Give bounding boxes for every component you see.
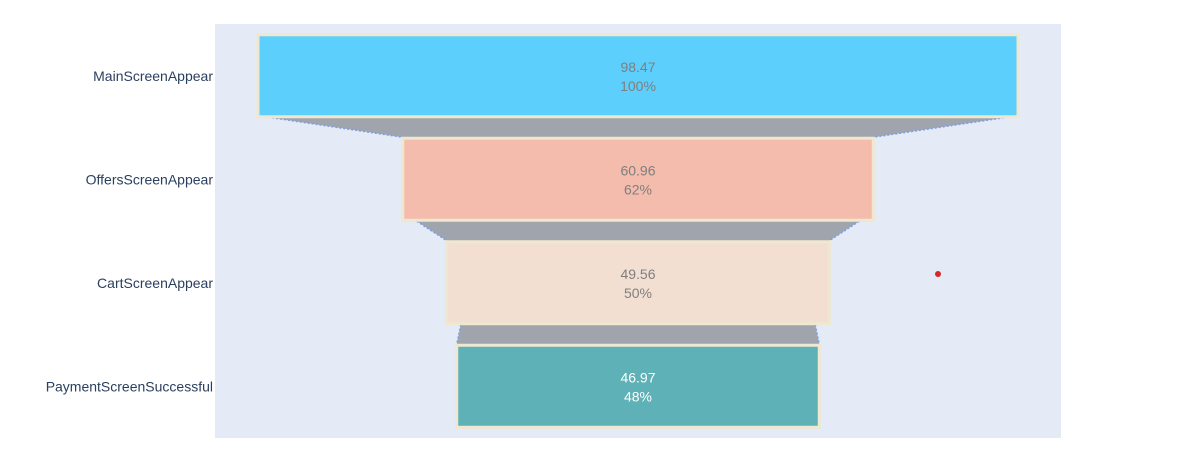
funnel-connector — [272, 117, 1004, 138]
funnel-connector-edge — [456, 324, 462, 345]
funnel-connector — [416, 221, 860, 241]
funnel-value-label: 60.96 — [620, 162, 655, 178]
funnel-bar-paymentscreensuccessful[interactable] — [455, 343, 821, 429]
funnel-percent-label: 100% — [620, 78, 656, 94]
y-axis-tick-label: OffersScreenAppear — [86, 171, 214, 187]
funnel-value-label: 98.47 — [620, 59, 655, 75]
funnel-bar-offersscreenappear[interactable] — [401, 136, 875, 222]
funnel-percent-label: 50% — [624, 285, 652, 301]
funnel-connector-edge — [814, 324, 820, 345]
funnel-percent-label: 62% — [624, 181, 652, 197]
y-axis-tick-label: CartScreenAppear — [97, 275, 213, 291]
funnel-percent-label: 48% — [624, 388, 652, 404]
funnel-value-label: 49.56 — [620, 266, 655, 282]
funnel-connector-edge — [416, 220, 448, 242]
red-marker-point — [935, 271, 941, 277]
y-axis-tick-label: MainScreenAppear — [93, 68, 213, 84]
funnel-connector — [456, 324, 820, 345]
funnel-connector-edge — [828, 220, 860, 242]
funnel-value-label: 46.97 — [620, 369, 655, 385]
funnel-bar-mainscreenappear[interactable] — [256, 33, 1020, 119]
funnel-bar-cartscreenappear[interactable] — [445, 240, 831, 326]
y-axis-tick-label: PaymentScreenSuccessful — [46, 378, 213, 394]
